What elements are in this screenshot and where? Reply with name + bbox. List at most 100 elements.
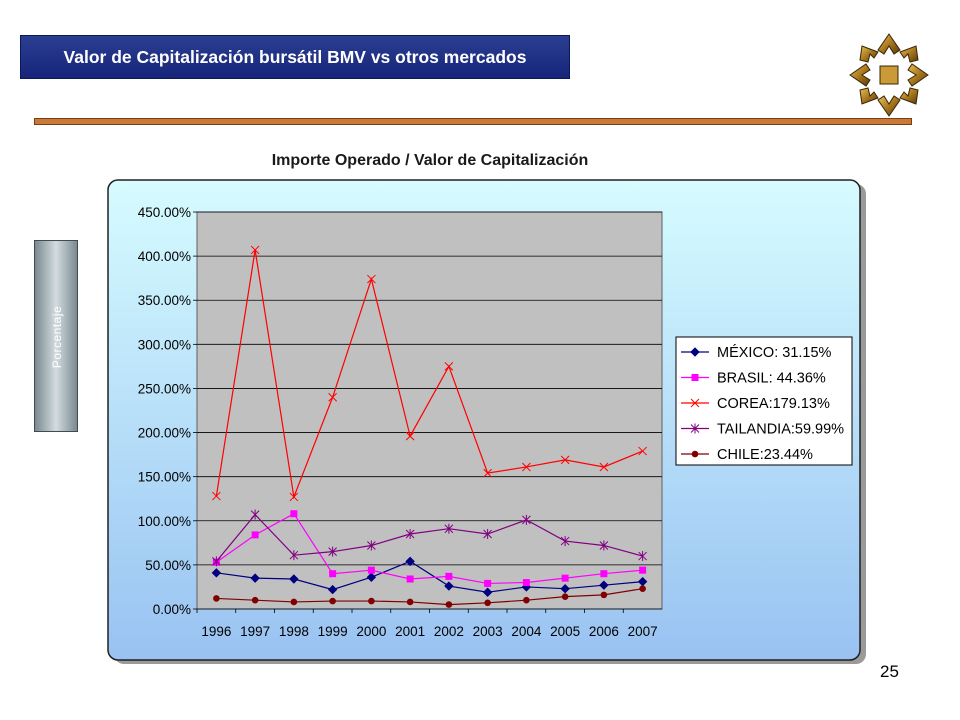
y-axis-label-box: Porcentaje — [34, 240, 78, 432]
x-tick-label: 2000 — [356, 624, 386, 639]
data-point-3 — [250, 509, 260, 520]
data-point-2 — [599, 462, 609, 472]
y-tick-label: 200.00% — [138, 426, 191, 441]
series-line-2 — [215, 249, 643, 500]
data-point-1 — [251, 531, 259, 539]
legend-marker — [690, 347, 700, 357]
legend-marker — [691, 450, 699, 458]
x-tick-label: 2007 — [628, 624, 658, 639]
y-tick-label: 0.00% — [153, 602, 191, 617]
data-point-1 — [639, 566, 647, 574]
data-point-2 — [289, 492, 299, 502]
data-point-2 — [483, 468, 492, 478]
data-point-4 — [290, 598, 298, 606]
data-point-4 — [523, 596, 530, 604]
y-tick-label: 150.00% — [138, 470, 191, 485]
legend-marker — [691, 374, 699, 381]
data-point-0 — [444, 581, 454, 591]
series-line-3 — [215, 513, 643, 562]
y-tick-label: 100.00% — [138, 514, 191, 529]
legend-box — [675, 336, 853, 466]
data-point-3 — [599, 540, 609, 551]
data-point-0 — [327, 584, 338, 595]
data-point-3 — [444, 523, 454, 534]
data-point-0 — [366, 572, 377, 582]
data-point-0 — [560, 584, 570, 594]
data-point-0 — [482, 587, 493, 597]
data-point-4 — [600, 591, 608, 599]
series-line-0 — [216, 560, 643, 593]
data-point-2 — [522, 462, 531, 472]
legend-label: COREA:179.13% — [717, 396, 830, 412]
y-tick-label: 350.00% — [138, 293, 191, 308]
page-number: 25 — [880, 662, 899, 681]
data-point-4 — [368, 597, 375, 605]
legend-marker — [690, 423, 700, 434]
data-point-2 — [444, 362, 454, 371]
data-point-3 — [638, 551, 647, 562]
data-point-0 — [250, 573, 260, 583]
x-tick-label: 1997 — [240, 624, 270, 639]
data-point-4 — [639, 585, 646, 593]
data-point-4 — [445, 601, 453, 608]
data-point-0 — [211, 568, 222, 578]
data-point-3 — [560, 536, 570, 547]
x-tick-label: 2002 — [434, 624, 464, 639]
data-point-2 — [560, 455, 570, 465]
y-tick-label: 450.00% — [138, 205, 191, 220]
data-point-4 — [213, 595, 220, 602]
x-tick-label: 1996 — [201, 624, 231, 639]
y-tick-label: 250.00% — [138, 381, 191, 396]
data-point-3 — [212, 556, 221, 567]
header-divider-rule — [34, 118, 912, 125]
x-tick-label: 1999 — [318, 624, 348, 639]
data-point-3 — [483, 529, 492, 540]
slide-title: Valor de Capitalización bursátil BMV vs … — [63, 46, 527, 67]
data-point-3 — [289, 550, 299, 561]
data-point-4 — [406, 598, 414, 606]
data-point-2 — [367, 274, 376, 284]
data-point-1 — [522, 579, 530, 587]
data-point-1 — [484, 579, 492, 587]
data-point-3 — [405, 529, 415, 540]
data-point-4 — [561, 593, 569, 600]
x-tick-label: 2006 — [589, 624, 619, 639]
data-point-2 — [328, 392, 337, 402]
x-tick-label: 1998 — [279, 624, 309, 639]
y-tick-label: 400.00% — [138, 249, 191, 264]
x-tick-label: 2003 — [473, 624, 503, 639]
data-point-2 — [638, 446, 647, 456]
legend-label: CHILE:23.44% — [717, 447, 813, 463]
chart-title: Importe Operado / Valor de Capitalizació… — [271, 152, 589, 169]
series-line-1 — [216, 512, 643, 585]
legend-label: TAILANDIA:59.99% — [717, 422, 844, 438]
data-point-4 — [329, 597, 336, 605]
slide-title-banner: Valor de Capitalización bursátil BMV vs … — [20, 35, 570, 79]
series-line-4 — [216, 588, 643, 606]
gold-star-logo-icon — [849, 33, 929, 117]
data-point-1 — [600, 570, 608, 578]
data-point-3 — [522, 514, 531, 525]
x-tick-label: 2001 — [395, 624, 425, 639]
y-tick-label: 50.00% — [145, 558, 191, 573]
data-point-0 — [289, 574, 299, 584]
data-point-4 — [251, 596, 259, 604]
data-point-2 — [250, 245, 260, 255]
plot-area — [196, 211, 663, 610]
data-point-1 — [445, 572, 453, 580]
data-point-3 — [367, 540, 376, 551]
x-tick-label: 2005 — [550, 624, 580, 639]
legend-label: BRASIL: 44.36% — [717, 371, 826, 387]
data-point-2 — [405, 431, 415, 441]
data-point-1 — [367, 566, 375, 574]
legend-marker — [690, 398, 700, 408]
data-point-1 — [329, 570, 337, 578]
y-tick-label: 300.00% — [138, 337, 191, 352]
x-tick-label: 2004 — [511, 624, 542, 639]
data-point-3 — [328, 546, 337, 557]
data-point-0 — [599, 580, 609, 590]
legend-label: MÉXICO: 31.15% — [717, 344, 832, 361]
data-point-0 — [405, 556, 415, 567]
data-point-1 — [406, 575, 414, 583]
